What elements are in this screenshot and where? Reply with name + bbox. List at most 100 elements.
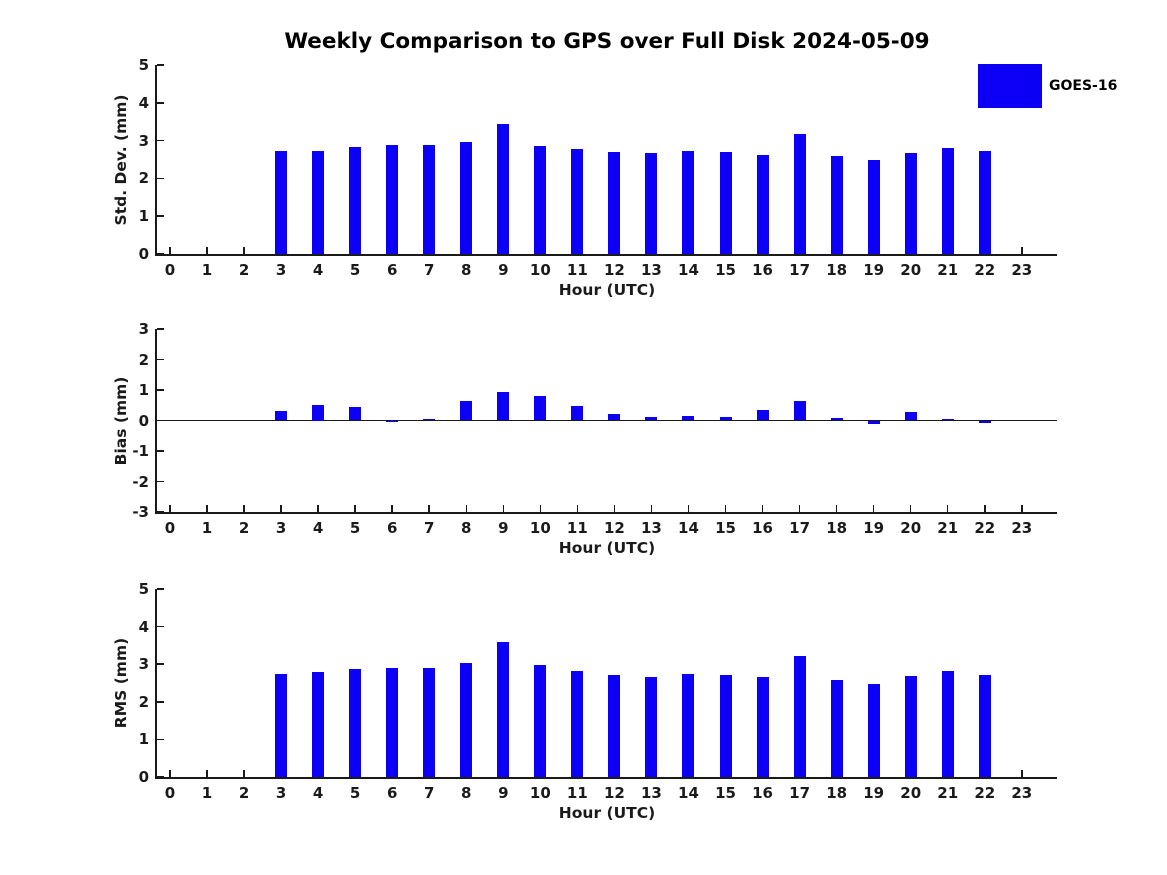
bar-goes-16-hour-17 [793,133,806,254]
bar-goes-16-hour-5 [349,407,362,421]
x-tick [613,505,616,512]
bar-goes-16-hour-9 [497,123,510,254]
y-tick [157,177,164,180]
y-tick [157,419,164,422]
x-tick-label: 6 [386,261,398,279]
x-tick-label: 1 [201,519,213,537]
x-tick-label: 1 [201,261,213,279]
x-tick [243,770,245,777]
x-tick-label: 15 [715,519,736,537]
bar-goes-16-hour-14 [682,674,695,777]
y-tick-label: 1 [138,207,149,226]
y-tick-label: 2 [138,169,149,188]
y-tick [157,625,164,628]
bar-goes-16-hour-21 [941,418,954,421]
bar-goes-16-hour-20 [904,676,917,777]
x-tick [909,505,912,512]
x-tick-label: 15 [715,784,736,802]
y-tick [157,102,164,104]
bar-goes-16-hour-17 [793,400,806,421]
x-axis-spine [155,777,1057,779]
bar-goes-16-hour-12 [608,675,621,777]
x-tick [1021,247,1023,254]
bar-goes-16-hour-5 [349,668,362,777]
x-tick-label: 4 [312,519,324,537]
x-tick-label: 20 [900,261,922,279]
x-tick-label: 2 [238,784,250,802]
x-tick [169,770,171,777]
bar-goes-16-hour-15 [719,675,732,777]
y-tick-label: 0 [138,768,149,786]
y-tick-label: 1 [138,381,149,399]
x-tick-label: 6 [386,519,398,537]
x-tick [576,505,579,512]
x-tick-label: 3 [275,261,287,279]
bar-goes-16-hour-18 [830,156,843,254]
x-tick [317,505,319,512]
x-tick [724,505,727,512]
bar-goes-16-hour-5 [349,146,362,254]
x-tick [206,770,208,777]
y-tick [157,253,164,255]
bar-goes-16-hour-8 [460,141,473,254]
y-axis-spine [155,65,157,256]
x-tick-label: 11 [566,784,588,802]
y-axis-spine [155,589,157,779]
x-tick-label: 14 [678,519,699,537]
x-tick-label: 10 [529,784,551,802]
y-tick [157,480,164,483]
x-tick-label: 9 [498,261,509,279]
y-tick [157,215,164,217]
bar-goes-16-hour-22 [978,674,991,777]
x-tick-label: 2 [238,261,250,279]
x-tick [206,505,208,512]
bar-goes-16-hour-22 [978,151,991,254]
x-axis-spine [155,254,1057,256]
x-tick-label: 7 [424,261,435,279]
y-tick-label: -1 [132,442,149,460]
x-tick-label: 18 [826,519,848,537]
y-tick [157,358,164,361]
x-tick [761,505,764,512]
y-tick [157,450,164,452]
x-tick-label: 19 [863,784,885,802]
bar-goes-16-hour-3 [275,673,288,777]
y-tick-label: -2 [132,472,149,491]
bar-goes-16-hour-14 [682,415,695,421]
x-tick-label: 20 [900,784,922,802]
bar-goes-16-hour-4 [312,150,325,254]
bar-goes-16-hour-3 [275,411,288,421]
x-tick [206,247,208,254]
x-tick-label: 3 [275,784,287,802]
x-tick-label: 6 [386,784,398,802]
bar-goes-16-hour-17 [793,655,806,777]
bar-goes-16-hour-19 [867,160,880,254]
x-tick-label: 13 [641,261,662,279]
y-tick-label: 0 [138,245,149,263]
x-tick-label: 9 [498,784,509,802]
bar-goes-16-hour-8 [460,400,473,421]
x-tick-label: 16 [752,784,773,802]
bar-goes-16-hour-15 [719,151,732,254]
bar-goes-16-hour-6 [386,668,399,777]
y-tick [157,701,164,703]
bar-goes-16-hour-3 [275,150,288,254]
x-tick-label: 8 [461,519,472,537]
x-axis-label: Hour (UTC) [558,281,656,299]
x-tick-label: 12 [603,784,625,802]
y-tick [157,328,164,330]
x-tick-label: 0 [164,784,176,802]
x-tick-label: 22 [974,261,996,279]
bar-goes-16-hour-4 [312,672,325,777]
bar-goes-16-hour-15 [719,417,732,421]
x-tick-label: 23 [1011,784,1033,802]
bar-goes-16-hour-16 [756,410,769,421]
x-tick [687,505,690,512]
x-tick [465,505,467,512]
x-tick-label: 15 [715,261,736,279]
bar-goes-16-hour-7 [423,144,436,254]
y-tick-label: 3 [138,320,149,338]
bar-goes-16-hour-10 [534,665,547,777]
x-axis-label: Hour (UTC) [558,539,656,557]
bar-goes-16-hour-8 [460,662,473,777]
